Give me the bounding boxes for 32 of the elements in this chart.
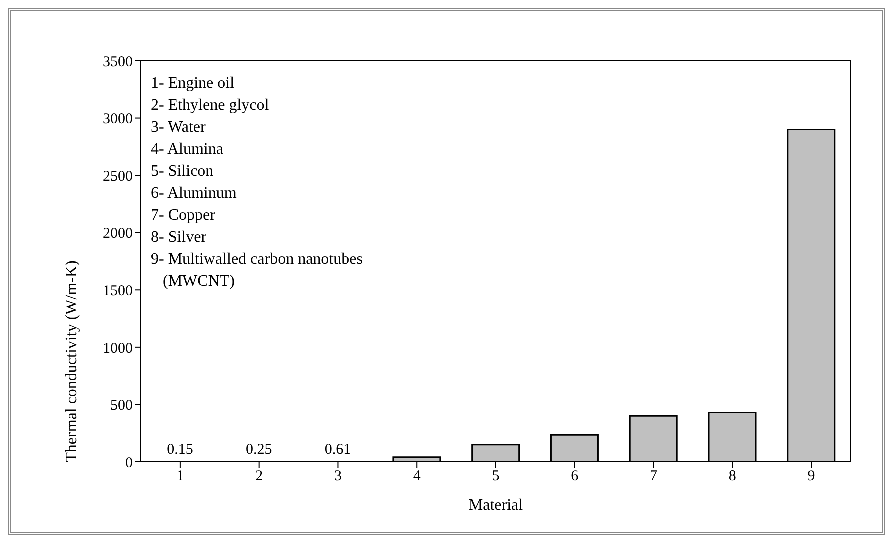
annotation: 7- Copper [151, 206, 216, 226]
y-tick-label: 0 [126, 455, 133, 472]
y-tick-label: 3000 [103, 112, 133, 128]
annotation: 8- Silver [151, 228, 208, 248]
x-tick-label: 2 [256, 468, 264, 485]
x-axis-title: Material [468, 497, 524, 514]
x-tick-label: 6 [571, 468, 580, 485]
annotation: (MWCNT) [162, 272, 236, 292]
x-tick-label: 8 [728, 468, 736, 485]
x-tick-label: 1 [176, 468, 184, 485]
annotation: 6- Aluminum [151, 184, 238, 204]
x-tick-label: 4 [413, 468, 422, 485]
data-label: 0.25 [246, 442, 272, 458]
x-tick-label: 9 [808, 468, 816, 485]
x-tick-label: 3 [334, 468, 342, 485]
annotation: 2- Ethylene glycol [151, 96, 270, 116]
y-tick-label: 500 [110, 398, 133, 414]
annotation: 9- Multiwalled carbon nanotubes [151, 250, 363, 270]
data-label: 0.61 [324, 442, 352, 458]
y-tick-label: 3500 [103, 54, 133, 70]
y-tick-label: 2000 [103, 226, 133, 242]
y-tick-label: 1000 [103, 340, 133, 357]
annotation: 1- Engine oil [151, 74, 236, 94]
x-tick-label: 7 [650, 468, 658, 485]
y-tick-label: 2500 [103, 168, 133, 185]
annotation: 4- Alumina [151, 140, 224, 160]
data-label: 0.15 [167, 442, 194, 458]
annotation: 3- Water [151, 118, 207, 138]
annotation: 5- Silicon [151, 162, 215, 182]
y-axis-title: Thermal conductivity (W/m-K) [64, 260, 81, 462]
x-tick-label: 5 [492, 468, 500, 485]
y-tick-label: 1500 [103, 283, 133, 300]
